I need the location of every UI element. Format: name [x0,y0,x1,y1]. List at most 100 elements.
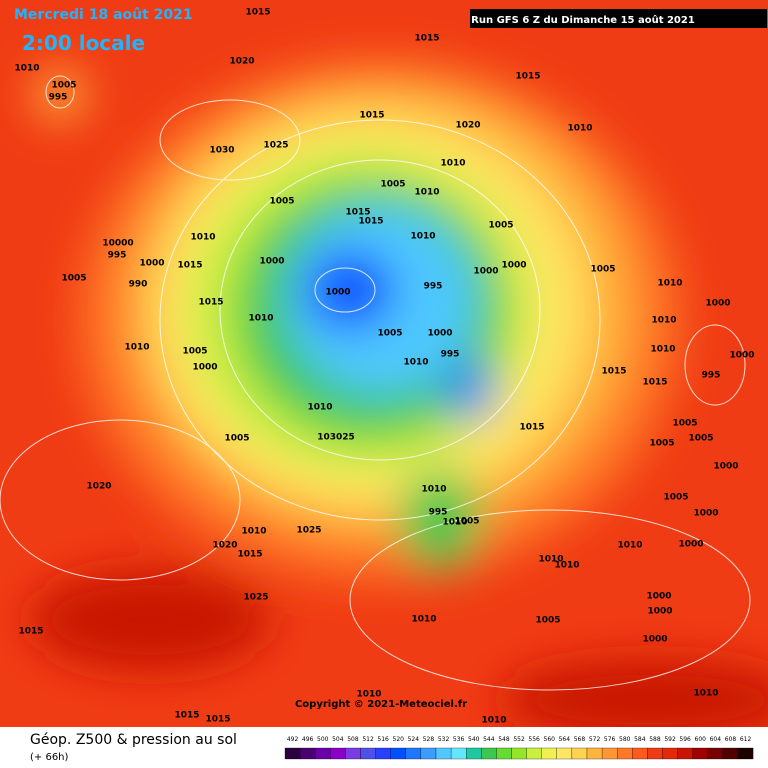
time: 2:00 locale [22,31,145,55]
isobar-label: 1010 [650,345,675,355]
isobar-label: 1005 [663,493,688,503]
isobar-label: 1030 [209,146,234,156]
isobar-label: 1010 [554,561,579,571]
scale-swatch [375,747,391,760]
scale-swatch [466,747,482,760]
isobar-label: 1005 [61,274,86,284]
isobar-label: 1010 [410,232,435,242]
isobar-label: 995 [424,282,443,292]
scale-label: 568 [574,736,586,743]
scale-swatch [541,747,557,760]
isobar-label: 1005 [488,221,513,231]
isobar-label: 1010 [14,64,39,74]
scale-swatch [601,747,618,760]
scale-label: 532 [438,736,450,743]
isobar-label: 1010 [693,689,718,699]
scale-swatch [299,747,316,760]
scale-label: 552 [513,736,525,743]
isobar-label: 1005 [454,517,479,527]
scale-swatch [481,747,497,760]
isobar-label: 1010 [442,518,467,528]
scale-label: 540 [468,736,480,743]
scale-label: 608 [725,736,737,743]
isobar-label: 1000 [713,462,738,472]
isobar-label: 1000 [729,351,754,361]
isobar-label: 995 [108,251,127,261]
scale-swatch [284,747,301,760]
scale-swatch [617,747,633,760]
scale-label: 536 [453,736,465,743]
height-field [0,0,768,740]
scale-swatch [526,747,542,760]
isobar-label: 1000 [646,592,671,602]
isobar-label: 995 [49,93,68,103]
legend-title: Géop. Z500 & pression au sol [30,732,237,748]
run-info: Run GFS 6 Z du Dimanche 15 août 2021 [471,14,695,26]
isobar-label: 1000 [647,607,672,617]
isobar-label: 1010 [307,403,332,413]
isobar-label: 1015 [237,550,262,560]
isobar-label: 103025 [317,433,355,443]
scale-label: 592 [664,736,676,743]
scale-label: 576 [604,736,616,743]
isobar-label: 1015 [174,711,199,721]
scale-swatch [405,747,422,760]
scale-label: 508 [347,736,359,743]
isobar-label: 1000 [259,257,284,267]
isobar-label: 1005 [380,180,405,190]
scale-label: 500 [317,736,329,743]
run-banner [470,9,767,28]
isobar-label: 1010 [190,233,215,243]
isobar-label: 1005 [377,329,402,339]
isobar-label: 1020 [212,541,237,551]
scale-label: 612 [740,736,752,743]
isobar-label: 1000 [325,288,350,298]
isobar-label: 990 [129,280,148,290]
isobar-label: 1015 [519,423,544,433]
isobar-label: 1015 [205,715,230,725]
scale-label: 572 [589,736,601,743]
isobar-label: 1010 [657,279,682,289]
isobar-label: 1010 [567,124,592,134]
isobar-label: 1015 [198,298,223,308]
scale-swatch [315,747,331,760]
isobar-label: 1025 [263,141,288,151]
isobar-label: 1005 [649,439,674,449]
isobar-label: 1000 [642,635,667,645]
isobar-label: 995 [429,508,448,518]
isobar-label: 1015 [359,111,384,121]
isobar-label: 1010 [538,555,563,565]
isobar-label: 1015 [642,378,667,388]
scale-label: 516 [377,736,389,743]
isobar-label: 1000 [192,363,217,373]
scale-swatch [450,747,467,760]
scale-swatch [435,747,452,760]
scale-swatch [586,747,603,760]
isobar-label: 1010 [651,316,676,326]
isobar-label: 1015 [601,367,626,377]
isobar-label: 1005 [535,616,560,626]
scale-swatch [571,747,588,760]
isobar-label: 1000 [427,329,452,339]
scale-swatch [737,747,754,760]
isobar-label: 1005 [688,434,713,444]
isobar-label: 1000 [693,509,718,519]
isobar-label: 995 [441,350,460,360]
isobar-label: 1015 [414,34,439,44]
scale-label: 512 [362,736,374,743]
date: Mercredi 18 août 2021 [14,7,193,23]
isobar-label: 1005 [672,419,697,429]
scale-label: 520 [393,736,405,743]
isobars [0,75,751,691]
isobar-label: 1005 [224,434,249,444]
scale-swatch [330,747,346,760]
scale-swatch [360,747,376,760]
isobar-label: 1010 [421,485,446,495]
isobar-label: 1010 [356,690,381,700]
isobar-label: 1020 [86,482,111,492]
scale-label: 604 [710,736,722,743]
isobar-label: 1005 [269,197,294,207]
scale-label: 560 [544,736,556,743]
